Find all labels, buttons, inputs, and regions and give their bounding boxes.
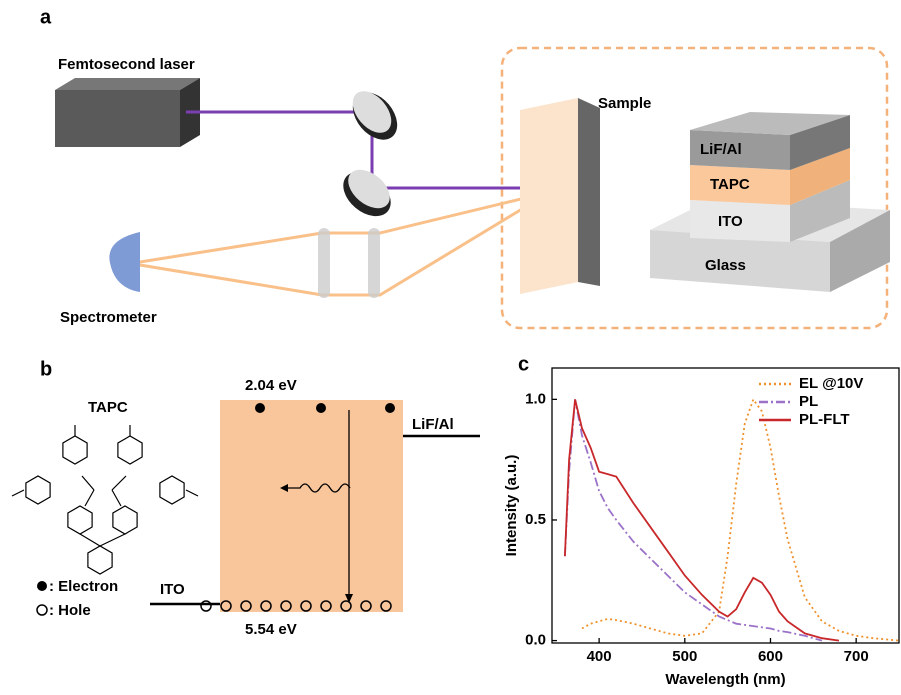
y-tick-label: 1.0 [525, 390, 546, 407]
spectrometer [109, 232, 140, 292]
layer-label: TAPC [710, 176, 750, 193]
ring [88, 546, 112, 574]
hole [201, 601, 211, 611]
hole-label: : Hole [49, 602, 91, 619]
lens [368, 228, 380, 298]
sample-face [520, 98, 578, 294]
bond [112, 476, 126, 490]
y-tick-label: 0.0 [525, 632, 546, 649]
electron [255, 403, 265, 413]
homo-label: 5.54 eV [245, 621, 297, 638]
laser-front [55, 90, 180, 147]
bond [80, 534, 100, 546]
ring [160, 476, 184, 504]
bond [100, 534, 125, 546]
electron [316, 403, 326, 413]
series-line [565, 399, 822, 640]
series-line [565, 399, 839, 640]
y-tick-label: 0.5 [525, 511, 546, 528]
bond [12, 490, 24, 496]
molecule-name: TAPC [88, 399, 128, 416]
emission-beam [140, 192, 550, 295]
sample-side [578, 98, 600, 286]
series-line [582, 399, 899, 640]
legend-label: PL [799, 393, 818, 410]
legend-label: EL @10V [799, 375, 863, 392]
laser-top [55, 78, 200, 90]
x-tick-label: 700 [844, 648, 869, 665]
ring [68, 506, 92, 534]
y-axis-label: Intensity (a.u.) [503, 455, 520, 557]
panel-label: c [518, 353, 529, 375]
bond [186, 490, 198, 496]
ring [63, 436, 87, 464]
bond [112, 490, 121, 506]
x-tick-label: 400 [587, 648, 612, 665]
sample-label: Sample [598, 95, 651, 112]
electron [385, 403, 395, 413]
electron-symbol [37, 581, 47, 591]
ring [118, 436, 142, 464]
bond [85, 490, 94, 506]
figure: a Femtosecond laser Spectrometer Sample … [0, 0, 901, 690]
ring [26, 476, 50, 504]
plot-frame [552, 368, 899, 643]
x-tick-label: 600 [758, 648, 783, 665]
legend-label: PL-FLT [799, 411, 850, 428]
layer-label: Glass [705, 257, 746, 274]
layer-label: LiF/Al [700, 141, 742, 158]
layer-label: ITO [718, 213, 743, 230]
energy-gap [220, 400, 403, 612]
x-axis-label: Wavelength (nm) [665, 671, 785, 688]
panel-label: b [40, 358, 52, 380]
panel-label: a [40, 6, 52, 28]
spectrometer-label: Spectrometer [60, 309, 157, 326]
hole-symbol [37, 605, 47, 615]
laser-label: Femtosecond laser [58, 56, 195, 73]
electron-label: : Electron [49, 578, 118, 595]
bond [82, 476, 94, 490]
cathode-label: LiF/Al [412, 416, 454, 433]
lens [318, 228, 330, 298]
x-tick-label: 500 [672, 648, 697, 665]
anode-label: ITO [160, 581, 185, 598]
ring [113, 506, 137, 534]
lumo-label: 2.04 eV [245, 377, 297, 394]
